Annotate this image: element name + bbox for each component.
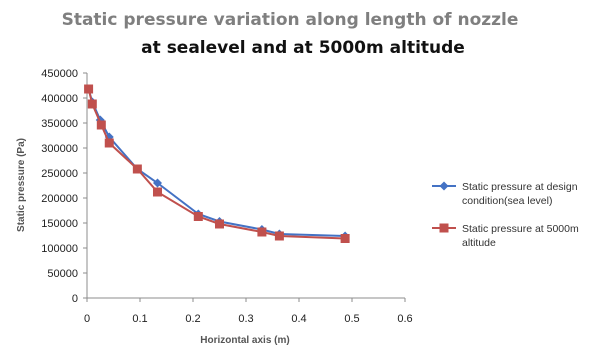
x-tick-label: 0.6 bbox=[397, 313, 412, 325]
data-point bbox=[274, 231, 284, 241]
data-point bbox=[84, 84, 94, 94]
y-tick-label: 0 bbox=[72, 293, 78, 305]
y-tick-label: 300000 bbox=[41, 143, 78, 155]
chart-title-line1: Static pressure variation along length o… bbox=[62, 10, 519, 30]
y-tick-label: 100000 bbox=[41, 243, 78, 255]
y-tick-label: 400000 bbox=[41, 93, 78, 105]
chart-title-line2: at sealevel and at 5000m altitude bbox=[141, 38, 465, 58]
x-tick-label: 0.2 bbox=[185, 313, 200, 325]
legend-label: altitude bbox=[462, 237, 496, 249]
y-tick-label: 450000 bbox=[41, 68, 78, 80]
y-axis-label: Static pressure (Pa) bbox=[16, 138, 27, 232]
legend-swatch-marker bbox=[439, 223, 449, 233]
data-point bbox=[104, 138, 114, 148]
data-point bbox=[87, 99, 97, 109]
series-1 bbox=[84, 84, 350, 241]
y-tick-label: 350000 bbox=[41, 118, 78, 130]
legend-entry-1: Static pressure at design condition(sea l… bbox=[432, 181, 578, 207]
y-tick-label: 150000 bbox=[41, 218, 78, 230]
series-line bbox=[87, 88, 346, 240]
plot-axes: 0 0.1 0.2 0.3 0.4 0.5 0.6 0 50000 100000 150000 200… bbox=[41, 68, 412, 325]
data-point bbox=[340, 234, 350, 243]
data-point bbox=[152, 178, 162, 188]
x-tick-label: 0.3 bbox=[238, 313, 253, 325]
data-point bbox=[257, 227, 267, 237]
x-tick-label: 0 bbox=[84, 313, 90, 325]
legend-swatch-marker bbox=[439, 181, 449, 191]
legend: Static pressure at design condition(sea l… bbox=[432, 181, 579, 249]
series-layer bbox=[84, 84, 350, 243]
series-line bbox=[87, 88, 346, 237]
y-tick-label: 200000 bbox=[41, 193, 78, 205]
legend-label: Static pressure at design bbox=[462, 181, 578, 193]
x-tick-label: 0.5 bbox=[344, 313, 359, 325]
y-tick-label: 50000 bbox=[47, 268, 78, 280]
data-point bbox=[96, 120, 106, 130]
data-point bbox=[193, 212, 203, 221]
x-tick-label: 0.1 bbox=[132, 313, 147, 325]
series-2 bbox=[84, 84, 350, 243]
x-tick-label: 0.4 bbox=[291, 313, 306, 325]
legend-entry-2: Static pressure at 5000m altitude bbox=[432, 223, 579, 249]
x-axis-label: Horizontal axis (m) bbox=[200, 335, 289, 346]
data-point bbox=[132, 164, 142, 174]
y-tick-label: 250000 bbox=[41, 168, 78, 180]
data-point bbox=[152, 187, 162, 197]
legend-label: condition(sea level) bbox=[462, 195, 552, 207]
data-point bbox=[215, 219, 224, 229]
legend-label: Static pressure at 5000m bbox=[462, 223, 579, 235]
